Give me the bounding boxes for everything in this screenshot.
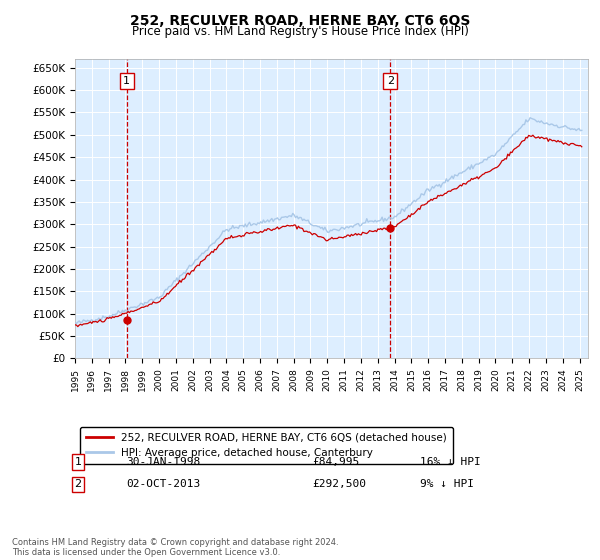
Text: 2: 2 (387, 76, 394, 86)
Legend: 252, RECULVER ROAD, HERNE BAY, CT6 6QS (detached house), HPI: Average price, det: 252, RECULVER ROAD, HERNE BAY, CT6 6QS (… (80, 427, 453, 464)
Text: 02-OCT-2013: 02-OCT-2013 (126, 479, 200, 489)
Text: 252, RECULVER ROAD, HERNE BAY, CT6 6QS: 252, RECULVER ROAD, HERNE BAY, CT6 6QS (130, 14, 470, 28)
Text: 16% ↓ HPI: 16% ↓ HPI (420, 457, 481, 467)
Text: Price paid vs. HM Land Registry's House Price Index (HPI): Price paid vs. HM Land Registry's House … (131, 25, 469, 38)
Text: 1: 1 (124, 76, 130, 86)
Text: 1: 1 (74, 457, 82, 467)
Text: £84,995: £84,995 (312, 457, 359, 467)
Text: 9% ↓ HPI: 9% ↓ HPI (420, 479, 474, 489)
Text: Contains HM Land Registry data © Crown copyright and database right 2024.
This d: Contains HM Land Registry data © Crown c… (12, 538, 338, 557)
Text: £292,500: £292,500 (312, 479, 366, 489)
Text: 30-JAN-1998: 30-JAN-1998 (126, 457, 200, 467)
Text: 2: 2 (74, 479, 82, 489)
